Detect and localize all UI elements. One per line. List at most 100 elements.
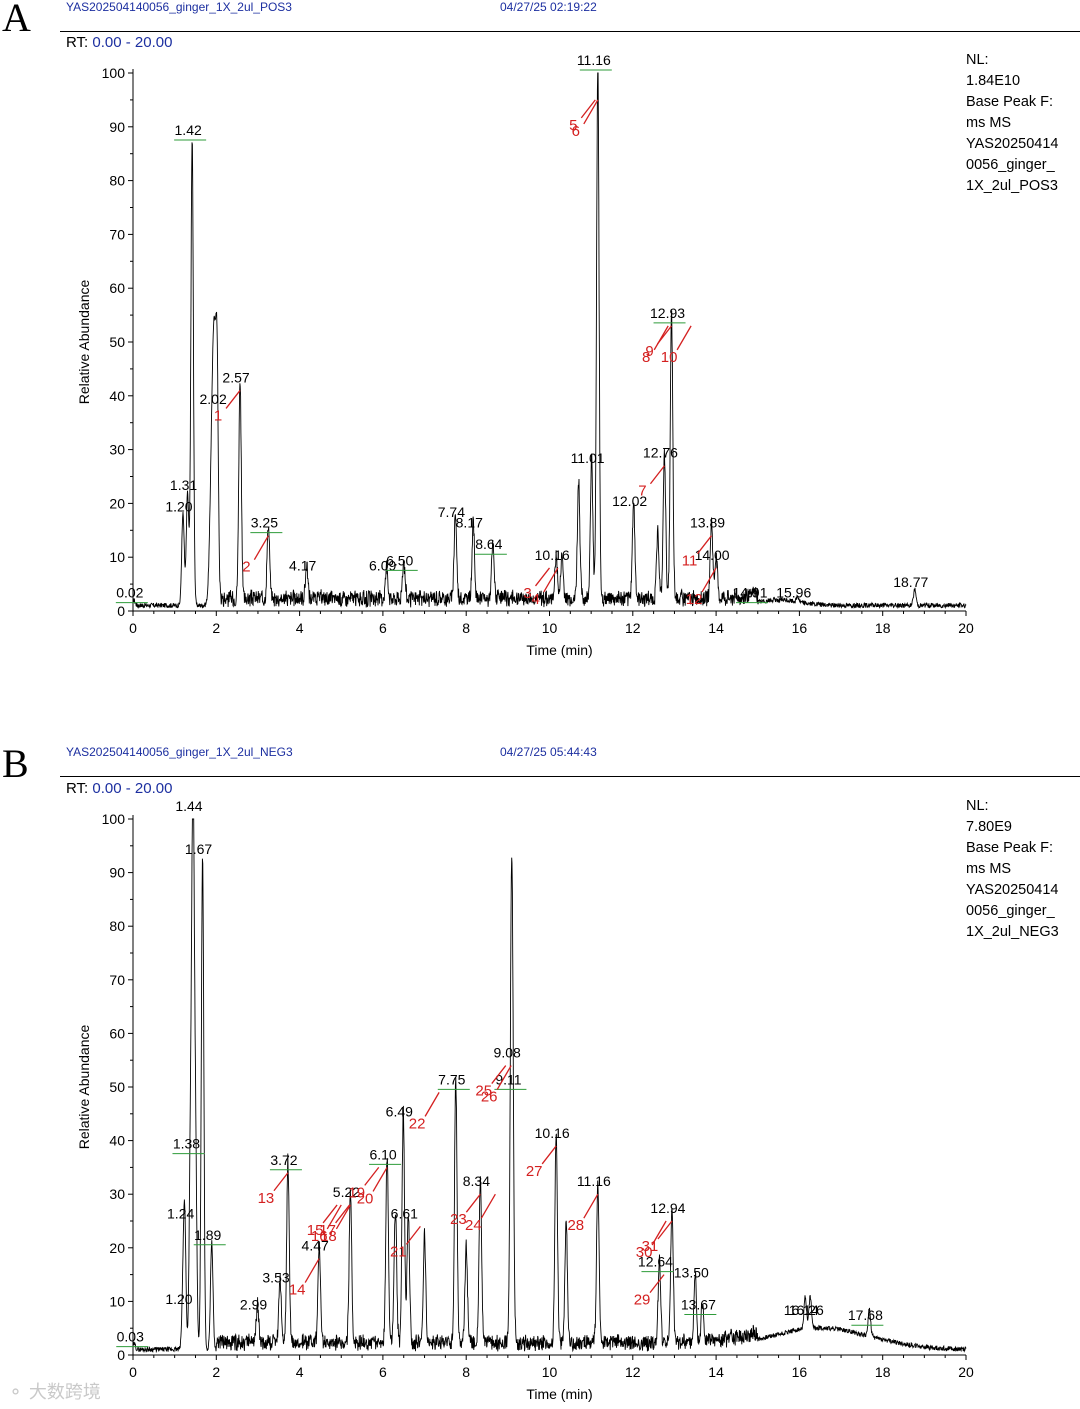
peak-label-b: 1.24 xyxy=(167,1205,194,1221)
y-tick-label-b: 100 xyxy=(102,811,126,827)
y-tick-label-a: 40 xyxy=(109,388,125,404)
peak-label-a: 6.09 xyxy=(369,558,396,574)
peak-label-b: 6.49 xyxy=(386,1104,413,1120)
compound-label-b: 25 xyxy=(475,1083,492,1100)
compound-label-a: 3 xyxy=(523,585,531,602)
y-tick-label-a: 0 xyxy=(117,603,125,619)
compound-leader-b xyxy=(491,1065,507,1084)
y-tick-label-b: 10 xyxy=(109,1293,125,1309)
peak-label-b: 2.99 xyxy=(240,1296,267,1312)
x-tick-label-a: 18 xyxy=(875,620,891,636)
peak-label-a: 7.74 xyxy=(438,504,465,520)
nl-info-a: NL: 1.84E10 Base Peak F: ms MS YAS202504… xyxy=(966,50,1058,197)
chromatogram-trace-b xyxy=(132,818,967,1354)
timestamp-b: 04/27/25 05:44:43 xyxy=(500,745,597,759)
compound-leader-b xyxy=(649,1274,665,1293)
compound-label-a: 6 xyxy=(572,123,580,140)
peak-label-b: 1.20 xyxy=(165,1291,192,1307)
compound-leader-b xyxy=(335,1204,351,1230)
compound-leader-b xyxy=(465,1193,481,1213)
peak-label-b: 3.53 xyxy=(262,1270,289,1286)
peak-label-b: 5.22 xyxy=(333,1184,360,1200)
x-tick-label-a: 20 xyxy=(958,620,974,636)
peak-label-b: 1.89 xyxy=(194,1227,221,1243)
timestamp-a: 04/27/25 02:19:22 xyxy=(500,0,597,14)
y-tick-label-b: 40 xyxy=(109,1133,125,1149)
compound-leader-a xyxy=(543,567,559,593)
peak-label-a: 2.57 xyxy=(222,369,249,385)
compound-label-b: 31 xyxy=(642,1238,659,1255)
base-peak-line1-b: Base Peak F: xyxy=(966,840,1054,856)
header-rule-a xyxy=(60,31,1080,32)
compound-leader-b xyxy=(541,1145,557,1165)
panel-letter-b: B xyxy=(2,741,29,786)
x-tick-label-b: 6 xyxy=(379,1364,387,1380)
x-tick-label-a: 2 xyxy=(212,620,220,636)
compound-leader-b xyxy=(657,1220,673,1240)
rt-range-a: RT: 0.00 - 20.00 xyxy=(66,34,172,51)
peak-label-a: 12.93 xyxy=(650,305,685,321)
compound-label-b: 13 xyxy=(258,1190,275,1207)
compound-leader-a xyxy=(253,535,269,561)
compound-label-a: 11 xyxy=(682,553,698,570)
x-tick-label-a: 16 xyxy=(792,620,808,636)
peak-label-b: 10.16 xyxy=(535,1125,570,1141)
compound-leader-b xyxy=(496,1065,512,1090)
peak-label-b: 4.47 xyxy=(302,1238,329,1254)
compound-label-a: 8 xyxy=(642,349,650,366)
x-tick-label-a: 6 xyxy=(379,620,387,636)
peak-label-b: 8.34 xyxy=(463,1173,490,1189)
y-tick-label-a: 50 xyxy=(109,334,125,350)
compound-label-b: 17 xyxy=(319,1222,336,1239)
compound-label-b: 23 xyxy=(450,1211,467,1228)
base-peak-line2-b: ms MS xyxy=(966,861,1012,877)
compound-label-b: 14 xyxy=(289,1282,306,1299)
x-tick-label-b: 12 xyxy=(625,1364,641,1380)
compound-label-a: 2 xyxy=(242,559,250,576)
rt-value-b: 0.00 - 20.00 xyxy=(92,780,173,797)
base-peak-line1-a: Base Peak F: xyxy=(966,94,1054,110)
peak-label-a: 11.16 xyxy=(577,52,611,68)
peak-label-b: 16.26 xyxy=(789,1302,824,1318)
watermark: ⚬ 大数跨境 xyxy=(8,1378,101,1404)
peak-label-a: 12.02 xyxy=(612,493,647,509)
watermark-text: 大数跨境 xyxy=(28,1382,101,1403)
x-tick-label-b: 0 xyxy=(129,1364,137,1380)
compound-label-a: 7 xyxy=(638,483,646,500)
compound-label-a: 9 xyxy=(645,343,653,360)
nl-value-a: 1.84E10 xyxy=(966,73,1021,89)
x-tick-label-a: 4 xyxy=(296,620,304,636)
compound-label-a: 12 xyxy=(686,591,703,608)
base-peak-line5-b: 1X_2ul_NEG3 xyxy=(966,924,1059,940)
compound-leader-a xyxy=(676,325,692,351)
peak-label-b: 9.08 xyxy=(494,1045,521,1061)
y-tick-label-a: 20 xyxy=(109,495,125,511)
compound-leader-b xyxy=(322,1204,338,1224)
peak-label-b: 0.03 xyxy=(117,1329,144,1345)
compound-leader-b xyxy=(405,1225,421,1245)
nl-info-b: NL: 7.80E9 Base Peak F: ms MS YAS2025041… xyxy=(966,796,1059,943)
peak-label-a: 2.02 xyxy=(200,391,227,407)
peak-label-b: 1.38 xyxy=(173,1136,200,1152)
peak-label-b: 12.64 xyxy=(638,1254,673,1270)
peak-label-b: 9.11 xyxy=(495,1071,521,1087)
peak-label-a: 14.00 xyxy=(695,547,730,563)
x-tick-label-b: 8 xyxy=(462,1364,470,1380)
y-tick-label-a: 90 xyxy=(109,119,125,135)
compound-label-b: 16 xyxy=(311,1228,328,1245)
peak-label-b: 3.72 xyxy=(270,1152,297,1168)
compound-label-b: 28 xyxy=(567,1217,584,1234)
y-tick-label-a: 70 xyxy=(109,226,125,242)
base-peak-line3-a: YAS20250414 xyxy=(966,136,1059,152)
peak-label-a: 10.16 xyxy=(535,547,570,563)
compound-leader-b xyxy=(364,1167,380,1186)
peak-label-a: 8.17 xyxy=(456,515,483,531)
compound-leader-a xyxy=(697,535,713,555)
compound-leader-a xyxy=(653,325,669,351)
peak-label-a: 8.64 xyxy=(475,536,502,552)
peak-label-a: 1.31 xyxy=(170,477,197,493)
x-tick-label-a: 0 xyxy=(129,620,137,636)
compound-leader-b xyxy=(304,1258,320,1283)
compound-leader-a xyxy=(580,99,596,119)
peak-label-a: 18.77 xyxy=(893,574,928,590)
